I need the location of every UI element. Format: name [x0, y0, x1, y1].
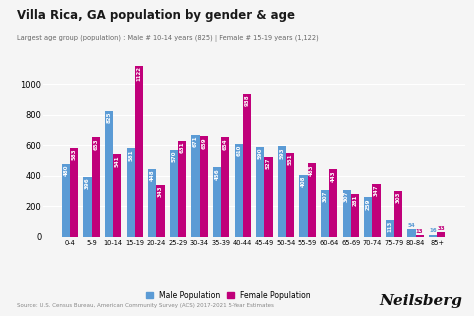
Bar: [278, 146, 286, 237]
Text: 527: 527: [266, 157, 271, 169]
Text: Villa Rica, GA population by gender & age: Villa Rica, GA population by gender & ag…: [17, 9, 294, 22]
Text: 551: 551: [288, 154, 292, 165]
Bar: [429, 234, 437, 237]
Text: 671: 671: [193, 135, 198, 147]
Text: Neilsberg: Neilsberg: [379, 294, 462, 308]
Bar: [235, 144, 243, 237]
Text: 307: 307: [323, 191, 328, 202]
Bar: [200, 136, 208, 237]
Bar: [437, 232, 446, 237]
Text: 480: 480: [64, 164, 68, 176]
Bar: [127, 148, 135, 237]
Bar: [213, 167, 221, 237]
Text: 281: 281: [352, 195, 357, 206]
Legend: Male Population, Female Population: Male Population, Female Population: [143, 288, 314, 303]
Text: 541: 541: [115, 155, 120, 167]
Text: 590: 590: [258, 148, 263, 159]
Bar: [394, 191, 402, 237]
Text: 581: 581: [128, 149, 133, 161]
Bar: [321, 190, 329, 237]
Bar: [91, 137, 100, 237]
Text: 343: 343: [158, 185, 163, 197]
Bar: [83, 177, 91, 237]
Text: 610: 610: [236, 145, 241, 156]
Text: Source: U.S. Census Bureau, American Community Survey (ACS) 2017-2021 5-Year Est: Source: U.S. Census Bureau, American Com…: [17, 303, 273, 308]
Bar: [170, 150, 178, 237]
Text: 654: 654: [223, 138, 228, 149]
Text: 825: 825: [107, 112, 111, 123]
Bar: [62, 164, 70, 237]
Text: 938: 938: [245, 94, 249, 106]
Text: 13: 13: [416, 229, 423, 234]
Bar: [329, 169, 337, 237]
Bar: [264, 156, 273, 237]
Text: 33: 33: [438, 226, 445, 231]
Text: 593: 593: [279, 147, 284, 159]
Text: 54: 54: [408, 222, 415, 228]
Bar: [113, 155, 121, 237]
Text: 396: 396: [85, 177, 90, 189]
Bar: [156, 185, 164, 237]
Bar: [373, 184, 381, 237]
Text: 631: 631: [180, 141, 184, 153]
Bar: [364, 198, 373, 237]
Bar: [386, 220, 394, 237]
Text: 16: 16: [429, 228, 437, 233]
Text: 259: 259: [366, 198, 371, 210]
Bar: [135, 66, 143, 237]
Bar: [351, 194, 359, 237]
Bar: [243, 94, 251, 237]
Bar: [286, 153, 294, 237]
Text: 1122: 1122: [137, 66, 141, 82]
Text: 448: 448: [150, 169, 155, 181]
Text: 659: 659: [201, 137, 206, 149]
Text: 307: 307: [344, 191, 349, 202]
Text: 653: 653: [93, 138, 98, 150]
Bar: [308, 163, 316, 237]
Bar: [300, 175, 308, 237]
Text: 456: 456: [215, 168, 219, 180]
Bar: [178, 141, 186, 237]
Text: Largest age group (population) : Male # 10-14 years (825) | Female # 15-19 years: Largest age group (population) : Male # …: [17, 35, 319, 42]
Text: 570: 570: [172, 151, 176, 162]
Text: 303: 303: [396, 191, 401, 203]
Text: 483: 483: [309, 164, 314, 176]
Bar: [407, 229, 416, 237]
Bar: [343, 190, 351, 237]
Bar: [416, 235, 424, 237]
Bar: [256, 147, 264, 237]
Text: 583: 583: [72, 149, 77, 160]
Text: 408: 408: [301, 175, 306, 187]
Bar: [148, 168, 156, 237]
Text: 443: 443: [331, 170, 336, 182]
Bar: [191, 135, 200, 237]
Bar: [221, 137, 229, 237]
Text: 347: 347: [374, 185, 379, 196]
Text: 113: 113: [387, 221, 392, 232]
Bar: [70, 148, 78, 237]
Bar: [105, 111, 113, 237]
